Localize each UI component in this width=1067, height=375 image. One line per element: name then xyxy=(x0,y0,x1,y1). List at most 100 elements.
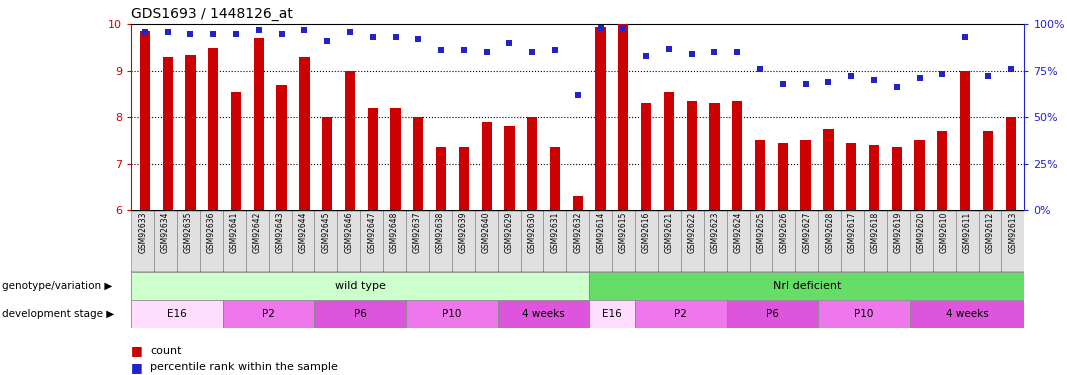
Text: GSM92610: GSM92610 xyxy=(940,212,949,253)
Bar xyxy=(841,210,864,272)
Bar xyxy=(208,48,219,210)
Bar xyxy=(732,101,743,210)
Point xyxy=(182,31,200,37)
Text: P10: P10 xyxy=(855,309,874,319)
Bar xyxy=(681,210,704,272)
Text: E16: E16 xyxy=(168,309,187,319)
Point xyxy=(273,31,290,37)
Point xyxy=(387,34,404,40)
Point xyxy=(729,49,746,55)
Point xyxy=(546,47,563,53)
Bar xyxy=(595,27,606,210)
Bar xyxy=(686,101,697,210)
Text: GSM92628: GSM92628 xyxy=(825,212,834,253)
Text: GSM92614: GSM92614 xyxy=(596,212,605,253)
Point xyxy=(364,34,381,40)
Bar xyxy=(505,126,514,210)
Bar xyxy=(276,85,287,210)
Bar xyxy=(589,210,612,272)
Text: GSM92637: GSM92637 xyxy=(413,212,421,254)
Bar xyxy=(978,210,1002,272)
Bar xyxy=(795,210,818,272)
Point xyxy=(478,49,495,55)
Point xyxy=(432,47,449,53)
Point xyxy=(956,34,973,40)
Bar xyxy=(573,196,583,210)
Point xyxy=(888,84,905,90)
Bar xyxy=(550,147,560,210)
Text: wild type: wild type xyxy=(335,281,385,291)
Text: 4 weeks: 4 weeks xyxy=(522,309,564,319)
Bar xyxy=(345,71,355,210)
Text: GSM92639: GSM92639 xyxy=(459,212,467,254)
Point xyxy=(797,81,814,87)
Point xyxy=(615,25,632,31)
Text: GSM92620: GSM92620 xyxy=(917,212,926,253)
Text: GSM92645: GSM92645 xyxy=(321,212,331,254)
Bar xyxy=(960,71,970,210)
Bar xyxy=(658,210,681,272)
Bar xyxy=(664,92,674,210)
Bar xyxy=(635,300,727,328)
Bar xyxy=(800,140,811,210)
Point xyxy=(660,45,678,51)
Point xyxy=(934,72,951,78)
Bar xyxy=(567,210,589,272)
Bar xyxy=(337,210,361,272)
Bar xyxy=(186,54,195,210)
Text: P6: P6 xyxy=(766,309,779,319)
Point xyxy=(911,75,928,81)
Text: GSM92626: GSM92626 xyxy=(779,212,789,253)
Bar xyxy=(543,210,567,272)
Point xyxy=(843,74,860,80)
Bar xyxy=(824,129,833,210)
Text: GSM92612: GSM92612 xyxy=(986,212,994,253)
Bar xyxy=(413,117,424,210)
Bar xyxy=(475,210,497,272)
Point xyxy=(775,81,792,87)
Point xyxy=(980,74,997,80)
Text: GSM92611: GSM92611 xyxy=(962,212,972,253)
Point xyxy=(341,29,359,35)
Bar xyxy=(230,92,241,210)
Bar xyxy=(1005,117,1016,210)
Text: count: count xyxy=(150,346,182,355)
Text: GSM92622: GSM92622 xyxy=(688,212,697,253)
Bar xyxy=(254,38,264,210)
Text: genotype/variation ▶: genotype/variation ▶ xyxy=(2,281,112,291)
Bar xyxy=(773,210,795,272)
Bar xyxy=(223,210,245,272)
Bar xyxy=(933,210,956,272)
Text: GSM92631: GSM92631 xyxy=(551,212,559,253)
Text: GSM92641: GSM92641 xyxy=(229,212,239,253)
Point xyxy=(819,79,837,85)
Bar xyxy=(315,210,337,272)
Point xyxy=(683,51,700,57)
Point xyxy=(751,66,768,72)
Bar xyxy=(589,300,635,328)
Text: percentile rank within the sample: percentile rank within the sample xyxy=(150,363,338,372)
Point xyxy=(569,92,586,98)
Point xyxy=(1002,66,1019,72)
Point xyxy=(524,49,541,55)
Bar xyxy=(818,210,841,272)
Bar xyxy=(451,210,475,272)
Bar xyxy=(618,22,628,210)
Bar xyxy=(315,300,407,328)
Bar xyxy=(527,117,538,210)
Text: GSM92647: GSM92647 xyxy=(367,212,377,254)
Bar xyxy=(361,210,383,272)
Bar xyxy=(154,210,177,272)
Text: GSM92635: GSM92635 xyxy=(184,212,193,254)
Text: GSM92625: GSM92625 xyxy=(757,212,765,253)
Bar xyxy=(429,210,451,272)
Text: GSM92632: GSM92632 xyxy=(573,212,583,253)
Bar xyxy=(937,131,947,210)
Bar xyxy=(162,57,173,210)
Point xyxy=(410,36,427,42)
Bar xyxy=(1002,210,1024,272)
Bar xyxy=(983,131,993,210)
Bar xyxy=(223,300,315,328)
Point xyxy=(456,47,473,53)
Bar xyxy=(459,147,469,210)
